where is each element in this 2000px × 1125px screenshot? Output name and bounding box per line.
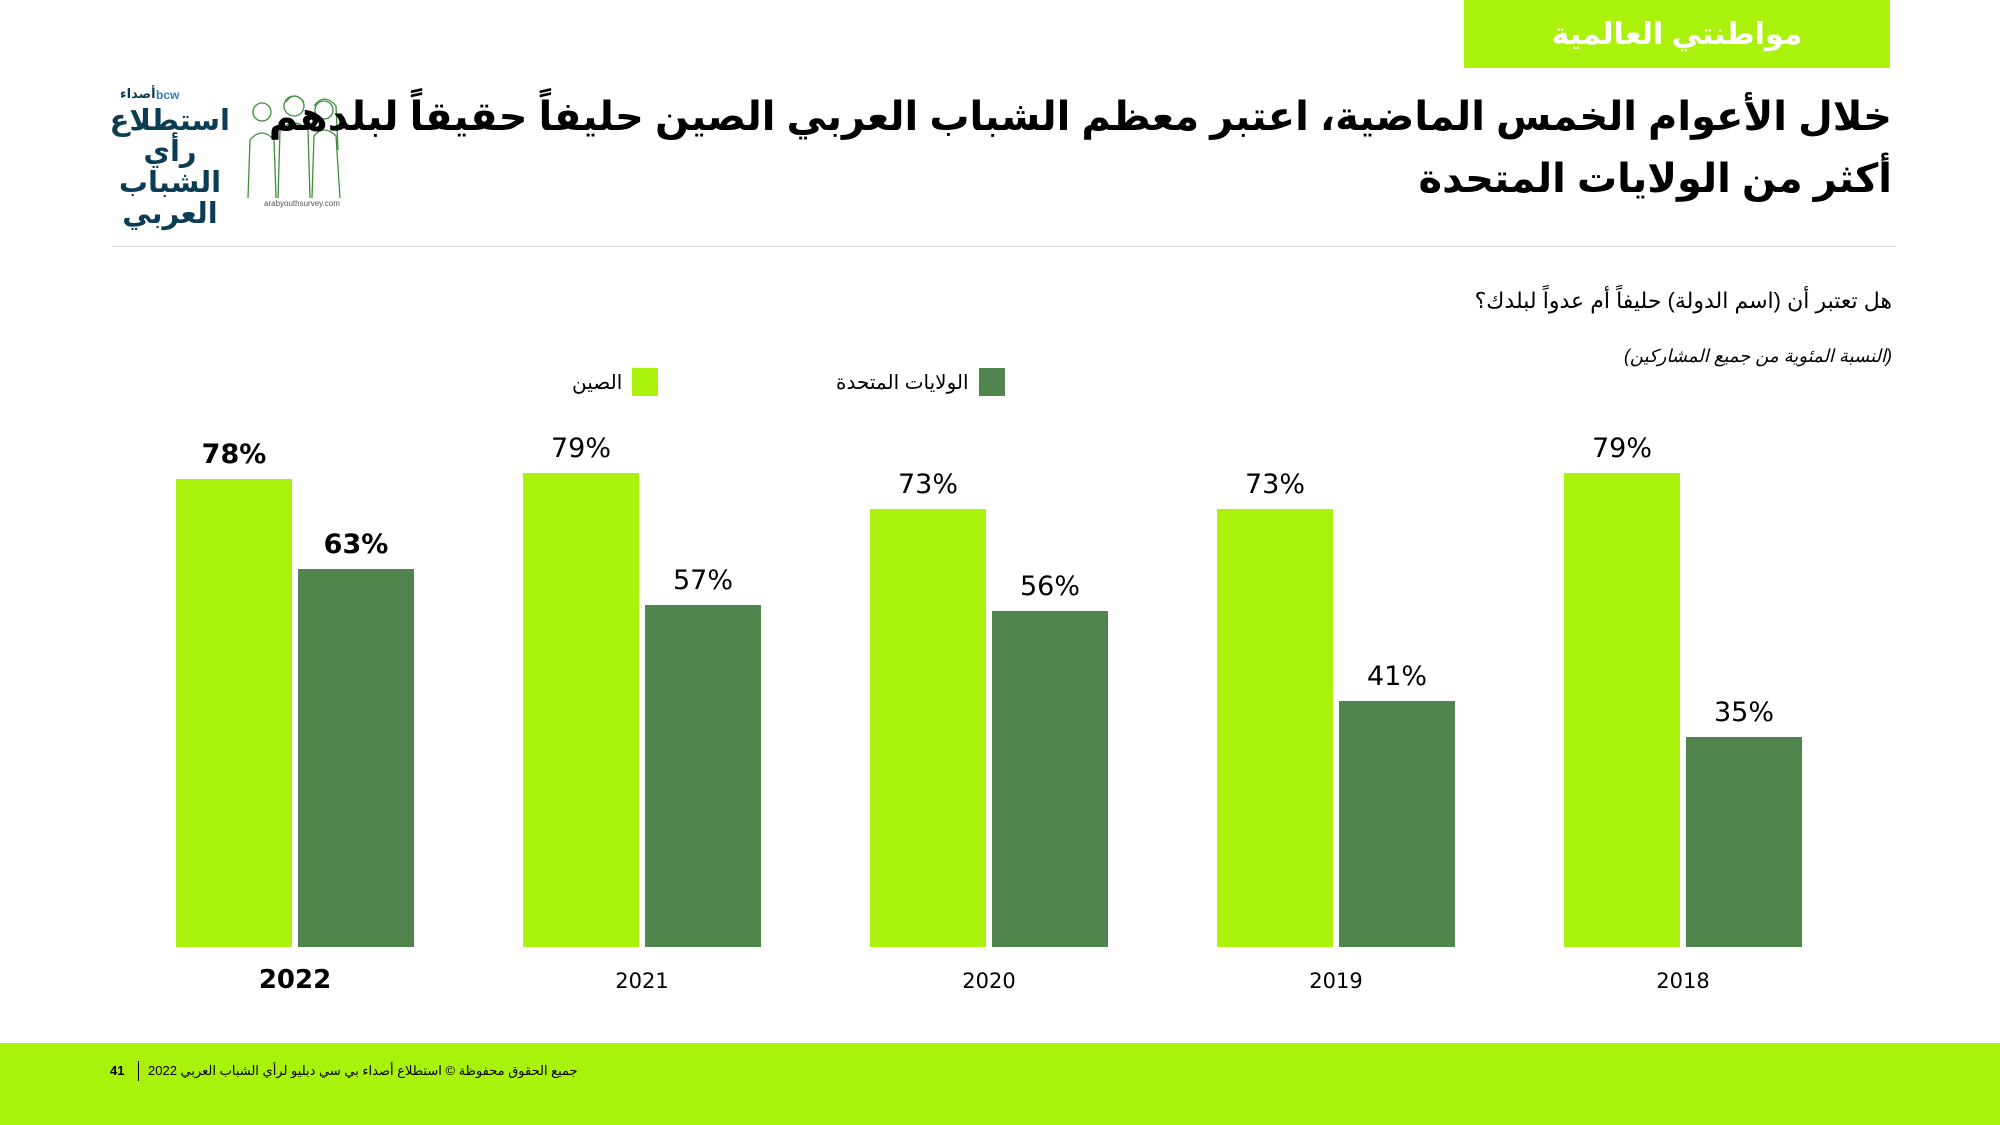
logo-line-1: استطلاع — [109, 105, 230, 137]
logo-line-2: رأي الشباب — [118, 136, 222, 199]
base-note: (النسبة المئوية من جميع المشاركين) — [1623, 346, 1892, 366]
x-tick-label-2019: 2019 — [1309, 969, 1362, 993]
data-label-2020-china: 73% — [898, 469, 958, 500]
logo-bcw: bcw — [156, 88, 180, 102]
legend-usa-swatch — [978, 368, 1005, 396]
header-divider — [112, 246, 1896, 247]
bar-2021-usa — [645, 605, 761, 947]
bar-2018-usa — [1686, 737, 1802, 947]
bar-2020-china — [870, 509, 986, 947]
legend-china-swatch — [632, 368, 659, 396]
page-number: 41 — [110, 1063, 125, 1078]
youth-figures-icon — [247, 95, 341, 199]
x-tick-label-2018: 2018 — [1656, 969, 1709, 993]
section-tag: مواطنتي العالمية — [1464, 0, 1890, 68]
x-tick-label-2021: 2021 — [615, 969, 668, 993]
survey-question: هل تعتبر أن (اسم الدولة) حليفاً أم عدواً… — [1474, 288, 1892, 313]
bar-chart: 78% 63% 2022 79% 57% 2021 73% 56% 2020 73% 41% 2019… — [176, 433, 1802, 995]
headline-line-2: أكثر من الولايات المتحدة — [1418, 157, 1892, 201]
bar-2022-usa — [298, 569, 414, 947]
data-label-2019-usa: 41% — [1367, 661, 1427, 692]
footer-copyright: جميع الحقوق محفوظة © استطلاع أصداء بي سي… — [148, 1063, 578, 1078]
legend-usa: الولايات المتحدة — [836, 368, 1005, 396]
data-label-2018-china: 79% — [1592, 433, 1652, 464]
legend-china: الصين — [572, 368, 659, 396]
survey-logo: أصداء bcw استطلاع رأي الشباب العربي arab… — [110, 86, 360, 230]
data-label-2021-china: 79% — [551, 433, 611, 464]
headline-line-1: خلال الأعوام الخمس الماضية، اعتبر معظم ا… — [268, 95, 1892, 139]
data-label-2018-usa: 35% — [1714, 697, 1774, 728]
slide-headline: خلال الأعوام الخمس الماضية، اعتبر معظم ا… — [268, 86, 1892, 210]
bar-2022-china — [176, 479, 292, 947]
logo-brand: أصداء — [120, 86, 156, 101]
footer-separator — [138, 1061, 139, 1081]
data-label-2022-usa: 63% — [324, 529, 389, 560]
x-tick-label-2022: 2022 — [259, 965, 331, 995]
legend-usa-label: الولايات المتحدة — [836, 371, 969, 394]
bar-2018-china — [1564, 473, 1680, 947]
data-label-2020-usa: 56% — [1020, 571, 1080, 602]
logo-wordmark: استطلاع رأي الشباب العربي — [110, 106, 230, 230]
logo-line-3: العربي — [122, 198, 218, 230]
data-label-2022-china: 78% — [202, 439, 267, 470]
data-label-2021-usa: 57% — [673, 565, 733, 596]
bar-2019-usa — [1339, 701, 1455, 947]
footer-bar: 41 جميع الحقوق محفوظة © استطلاع أصداء بي… — [0, 1043, 2000, 1125]
bar-2021-china — [523, 473, 639, 947]
bar-2020-usa — [992, 611, 1108, 947]
logo-url: arabyouthsurvey.com — [264, 199, 340, 208]
data-label-2019-china: 73% — [1245, 469, 1305, 500]
bar-2019-china — [1217, 509, 1333, 947]
legend-china-label: الصين — [572, 371, 623, 394]
x-tick-label-2020: 2020 — [962, 969, 1015, 993]
